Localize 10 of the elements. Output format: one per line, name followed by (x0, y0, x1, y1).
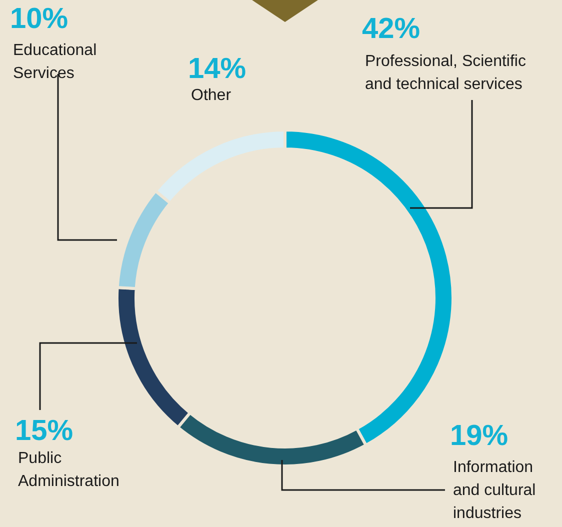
slice-label: Other (191, 87, 232, 104)
data-label: 15% (15, 415, 74, 447)
data-label: 10% (10, 3, 68, 35)
slice-label: Professional, Scientific and technical services (365, 53, 526, 93)
slice-label: Public Administration (18, 450, 120, 490)
data-label: 19% (450, 420, 508, 452)
data-label: 14% (188, 53, 246, 85)
slice-label: Educational Services (13, 42, 97, 82)
data-label: 42% (362, 13, 420, 45)
slice-label: Information and cultural industries (453, 459, 536, 522)
